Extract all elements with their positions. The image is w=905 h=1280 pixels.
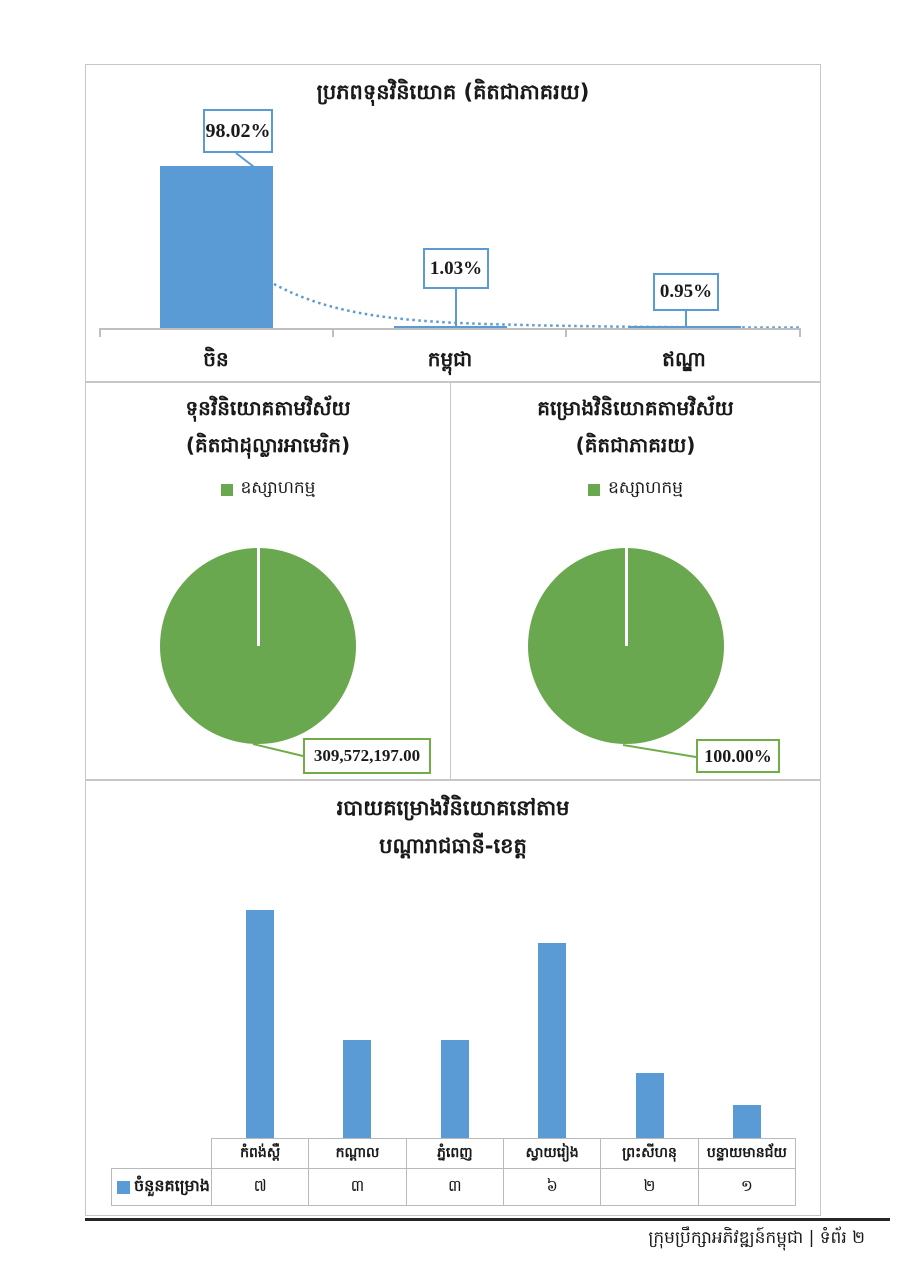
table-corner-cell bbox=[112, 1139, 212, 1169]
bar-slot bbox=[567, 163, 801, 328]
chart-title: គម្រោងវិនិយោគតាមវិស័យ bbox=[537, 396, 734, 420]
bar-slot bbox=[601, 910, 699, 1138]
table-value-cell: ៣ bbox=[308, 1168, 407, 1206]
data-label-callout: 0.95% bbox=[653, 273, 719, 311]
pie-data-label: 100.00% bbox=[696, 739, 780, 773]
bar-slot bbox=[504, 910, 602, 1138]
category-label: កម្ពុជា bbox=[427, 347, 473, 371]
category-label: ឥណ្ឌា bbox=[662, 347, 706, 371]
chart-title-line-1: របាយគម្រោងវិនិយោគនៅតាម bbox=[336, 796, 570, 820]
table-value-cell: ៦ bbox=[502, 1168, 602, 1206]
pie-slice-boundary bbox=[625, 548, 628, 646]
axis-tick bbox=[565, 328, 567, 337]
series-legend-cell: ចំនួនគម្រោង bbox=[111, 1168, 212, 1206]
bar-cambodia bbox=[393, 326, 507, 328]
footer-divider bbox=[85, 1218, 890, 1221]
table-header-cell: ព្រះសីហនុ bbox=[600, 1138, 699, 1169]
chart-legend: ឧស្សាហកម្ម bbox=[86, 477, 450, 502]
x-axis-line bbox=[99, 328, 801, 330]
pie-chart-projects-by-sector: គម្រោងវិនិយោគតាមវិស័យ (គិតជាភាគរយ) ឧស្សា… bbox=[450, 382, 821, 780]
legend-label: ឧស្សាហកម្ម bbox=[608, 478, 683, 498]
category-label: ចិន bbox=[203, 347, 229, 371]
bar-preah-sihanouk bbox=[635, 1072, 664, 1138]
table-header-cell: កណ្ដាល bbox=[308, 1138, 407, 1169]
bar-svay-rieng bbox=[538, 942, 567, 1138]
pie-data-label: 309,572,197.00 bbox=[303, 738, 431, 774]
label-leader-line bbox=[622, 744, 697, 758]
bar-phnom-penh bbox=[440, 1040, 469, 1138]
bar-slot bbox=[406, 910, 504, 1138]
chart-data-table: កំពង់ស្ពឺ កណ្ដាល ភ្នំពេញ ស្វាយរៀង ព្រះសី… bbox=[111, 1138, 797, 1206]
chart-title-line-2: បណ្ដារាជធានី-ខេត្ត bbox=[379, 834, 527, 858]
legend-swatch-industry bbox=[220, 483, 233, 496]
x-axis-labels: ចិន កម្ពុជា ឥណ្ឌា bbox=[99, 346, 801, 376]
chart-subtitle: (គិតជាដុល្លារអាមេរិក) bbox=[185, 433, 351, 457]
bar-slot bbox=[309, 910, 407, 1138]
table-value-cell: ៣ bbox=[405, 1168, 504, 1206]
data-label-callout: 1.03% bbox=[423, 248, 489, 289]
legend-label: ឧស្សាហកម្ម bbox=[240, 478, 316, 498]
bar-chart-investment-source: ប្រភពទុនវិនិយោគ (គិតជាភាគរយ) 98.02% 1.03… bbox=[85, 64, 821, 382]
footer-page-label: ក្រុមប្រឹក្សាអភិវឌ្ឍន៍កម្ពុជា | ទំព័រ ២ bbox=[648, 1228, 865, 1248]
chart-subtitle: (គិតជាភាគរយ) bbox=[575, 433, 696, 457]
series-legend-swatch bbox=[117, 1180, 130, 1194]
bar-slot bbox=[211, 910, 309, 1138]
bar-series bbox=[99, 163, 801, 328]
table-header-cell: កំពង់ស្ពឺ bbox=[210, 1138, 310, 1169]
table-value-cell: ២ bbox=[600, 1168, 699, 1206]
bar-series bbox=[211, 910, 796, 1138]
table-value-cell: ១ bbox=[697, 1168, 797, 1206]
bar-kampong-speu bbox=[245, 910, 274, 1138]
bar-chart-projects-by-province: របាយគម្រោងវិនិយោគនៅតាម បណ្ដារាជធានី-ខេត្… bbox=[85, 780, 821, 1216]
bar-slot bbox=[333, 163, 567, 328]
legend-swatch-industry bbox=[588, 483, 601, 496]
label-leader-line bbox=[252, 743, 304, 757]
chart-title: ទុនវិនិយោគតាមវិស័យ bbox=[185, 396, 351, 420]
axis-tick bbox=[99, 328, 101, 337]
chart-legend: ឧស្សាហកម្ម bbox=[451, 477, 820, 502]
pie-slice-boundary bbox=[257, 548, 260, 646]
table-header-cell: បន្ទាយមានជ័យ bbox=[697, 1138, 797, 1169]
table-header-row: កំពង់ស្ពឺ កណ្ដាល ភ្នំពេញ ស្វាយរៀង ព្រះសី… bbox=[112, 1138, 797, 1169]
table-header-cell: ភ្នំពេញ bbox=[405, 1138, 504, 1169]
data-label-callout: 98.02% bbox=[203, 109, 273, 153]
table-value-row: ចំនួនគម្រោង ៧ ៣ ៣ ៦ ២ ១ bbox=[111, 1168, 797, 1206]
bar-kandal bbox=[343, 1040, 372, 1138]
bar-banteay-meanchey bbox=[733, 1105, 762, 1138]
chart-title: ប្រភពទុនវិនិយោគ (គិតជាភាគរយ) bbox=[316, 80, 590, 104]
series-name: ចំនួនគម្រោង bbox=[134, 1176, 210, 1195]
bar-slot bbox=[99, 163, 333, 328]
table-value-cell: ៧ bbox=[210, 1168, 310, 1206]
bar-china bbox=[159, 166, 273, 328]
pie-chart-capital-by-sector: ទុនវិនិយោគតាមវិស័យ (គិតជាដុល្លារអាមេរិក)… bbox=[85, 382, 451, 780]
axis-tick bbox=[332, 328, 334, 337]
table-header-cell: ស្វាយរៀង bbox=[502, 1138, 602, 1169]
bar-slot bbox=[699, 910, 797, 1138]
bar-india bbox=[627, 326, 741, 328]
axis-tick bbox=[799, 328, 801, 337]
